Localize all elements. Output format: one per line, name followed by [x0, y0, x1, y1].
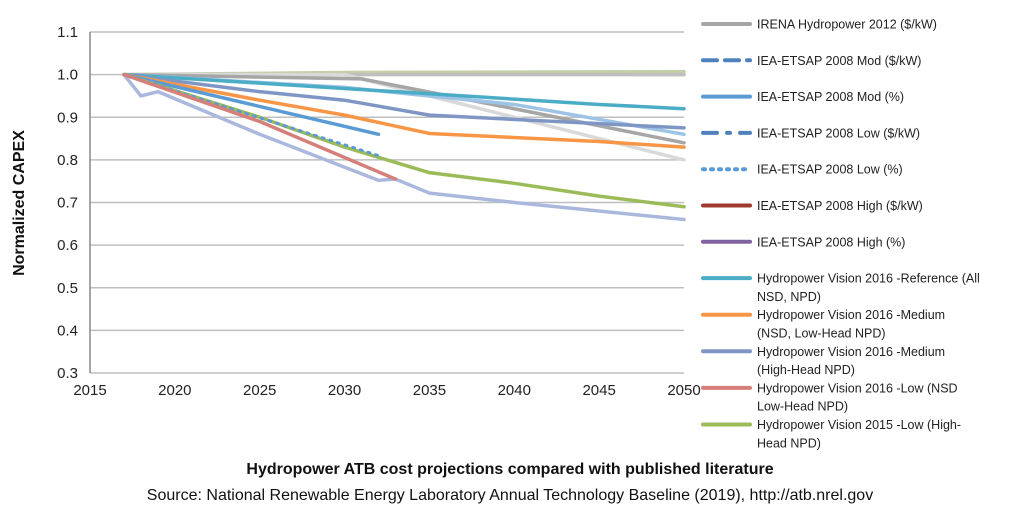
legend-label: (NSD, Low-Head NPD): [757, 327, 886, 341]
legend-label: IEA-ETSAP 2008 High (%): [757, 235, 905, 249]
x-tick-label: 2045: [582, 382, 615, 399]
x-tick-label: 2030: [328, 382, 361, 399]
series-line: [122, 72, 686, 222]
legend-label: Low-Head NPD): [757, 400, 848, 414]
y-tick-label: 1.1: [57, 24, 78, 41]
legend-label: Hydropower Vision 2016 -Medium: [757, 308, 945, 322]
series-line: [122, 72, 686, 149]
series-line: [122, 72, 381, 137]
x-tick-label: 2015: [73, 382, 106, 399]
y-tick-label: 0.9: [57, 109, 78, 126]
legend-label: IEA-ETSAP 2008 Low ($/kW): [757, 126, 920, 140]
legend-item: IEA-ETSAP 2008 Low ($/kW): [701, 126, 920, 140]
y-tick-label: 0.7: [57, 195, 78, 212]
legend-item: IEA-ETSAP 2008 High (%): [701, 235, 905, 249]
x-tick-label: 2020: [158, 382, 191, 399]
legend-label: IRENA Hydropower 2012 ($/kW): [757, 18, 937, 32]
legend-item: IEA-ETSAP 2008 Low (%): [701, 163, 903, 177]
chart-subtitle: Source: National Renewable Energy Labora…: [147, 487, 873, 504]
y-axis-label: Normalized CAPEX: [11, 130, 28, 276]
series-lines: [122, 69, 686, 222]
x-tick-label: 2025: [243, 382, 276, 399]
legend-label: Hydropower Vision 2016 -Reference (All: [757, 272, 980, 286]
legend-item: Hydropower Vision 2016 -Medium (NSD, Low-…: [701, 308, 945, 341]
x-tick-label: 2035: [413, 382, 446, 399]
legend-item: IEA-ETSAP 2008 Mod (%): [701, 90, 904, 104]
legend-label: Head NPD): [757, 436, 821, 450]
legend-item: IEA-ETSAP 2008 High ($/kW): [701, 199, 923, 213]
legend-item: IEA-ETSAP 2008 Mod ($/kW): [701, 54, 921, 68]
series-line: [122, 72, 686, 130]
y-tick-label: 1.0: [57, 67, 78, 84]
legend-label: IEA-ETSAP 2008 Low (%): [757, 163, 903, 177]
legend-item: Hydropower Vision 2016 -Low (NSD Low-Head…: [701, 381, 958, 414]
legend-label: IEA-ETSAP 2008 High ($/kW): [757, 199, 923, 213]
legend: IRENA Hydropower 2012 ($/kW) IEA-ETSAP 20…: [701, 18, 980, 450]
legend-label: (High-Head NPD): [757, 363, 855, 377]
y-tick-label: 0.4: [57, 322, 78, 339]
legend-label: Hydropower Vision 2016 -Low (NSD: [757, 381, 958, 395]
chart-title: Hydropower ATB cost projections compared…: [246, 461, 773, 478]
y-tick-label: 0.3: [57, 365, 78, 382]
legend-label: IEA-ETSAP 2008 Mod ($/kW): [757, 54, 921, 68]
series-line: [122, 73, 381, 158]
series-line: [122, 72, 686, 111]
series-line: [122, 72, 686, 209]
legend-item: IRENA Hydropower 2012 ($/kW): [701, 18, 937, 32]
y-tick-label: 0.6: [57, 237, 78, 254]
legend-label: Hydropower Vision 2015 -Low (High-: [757, 418, 961, 432]
legend-item: Hydropower Vision 2016 -Medium (High-Head…: [701, 345, 945, 377]
x-tick-labels: 2015 2020 2025 2030 2035 2040 2045 2050: [73, 382, 700, 399]
legend-item: Hydropower Vision 2015 -Low (High- Head N…: [701, 418, 961, 450]
legend-label: NSD, NPD): [757, 290, 821, 304]
legend-label: Hydropower Vision 2016 -Medium: [757, 345, 945, 359]
x-tick-label: 2050: [667, 382, 700, 399]
y-tick-labels: 0.3 0.4 0.5 0.6 0.7 0.8 0.9 1.0 1.1: [57, 24, 78, 382]
y-tick-label: 0.5: [57, 280, 78, 297]
series-line: [122, 72, 398, 181]
x-tick-label: 2040: [498, 382, 531, 399]
legend-item: Hydropower Vision 2016 -Reference (All NS…: [701, 272, 980, 304]
legend-label: IEA-ETSAP 2008 Mod (%): [757, 90, 904, 104]
y-tick-label: 0.8: [57, 152, 78, 169]
